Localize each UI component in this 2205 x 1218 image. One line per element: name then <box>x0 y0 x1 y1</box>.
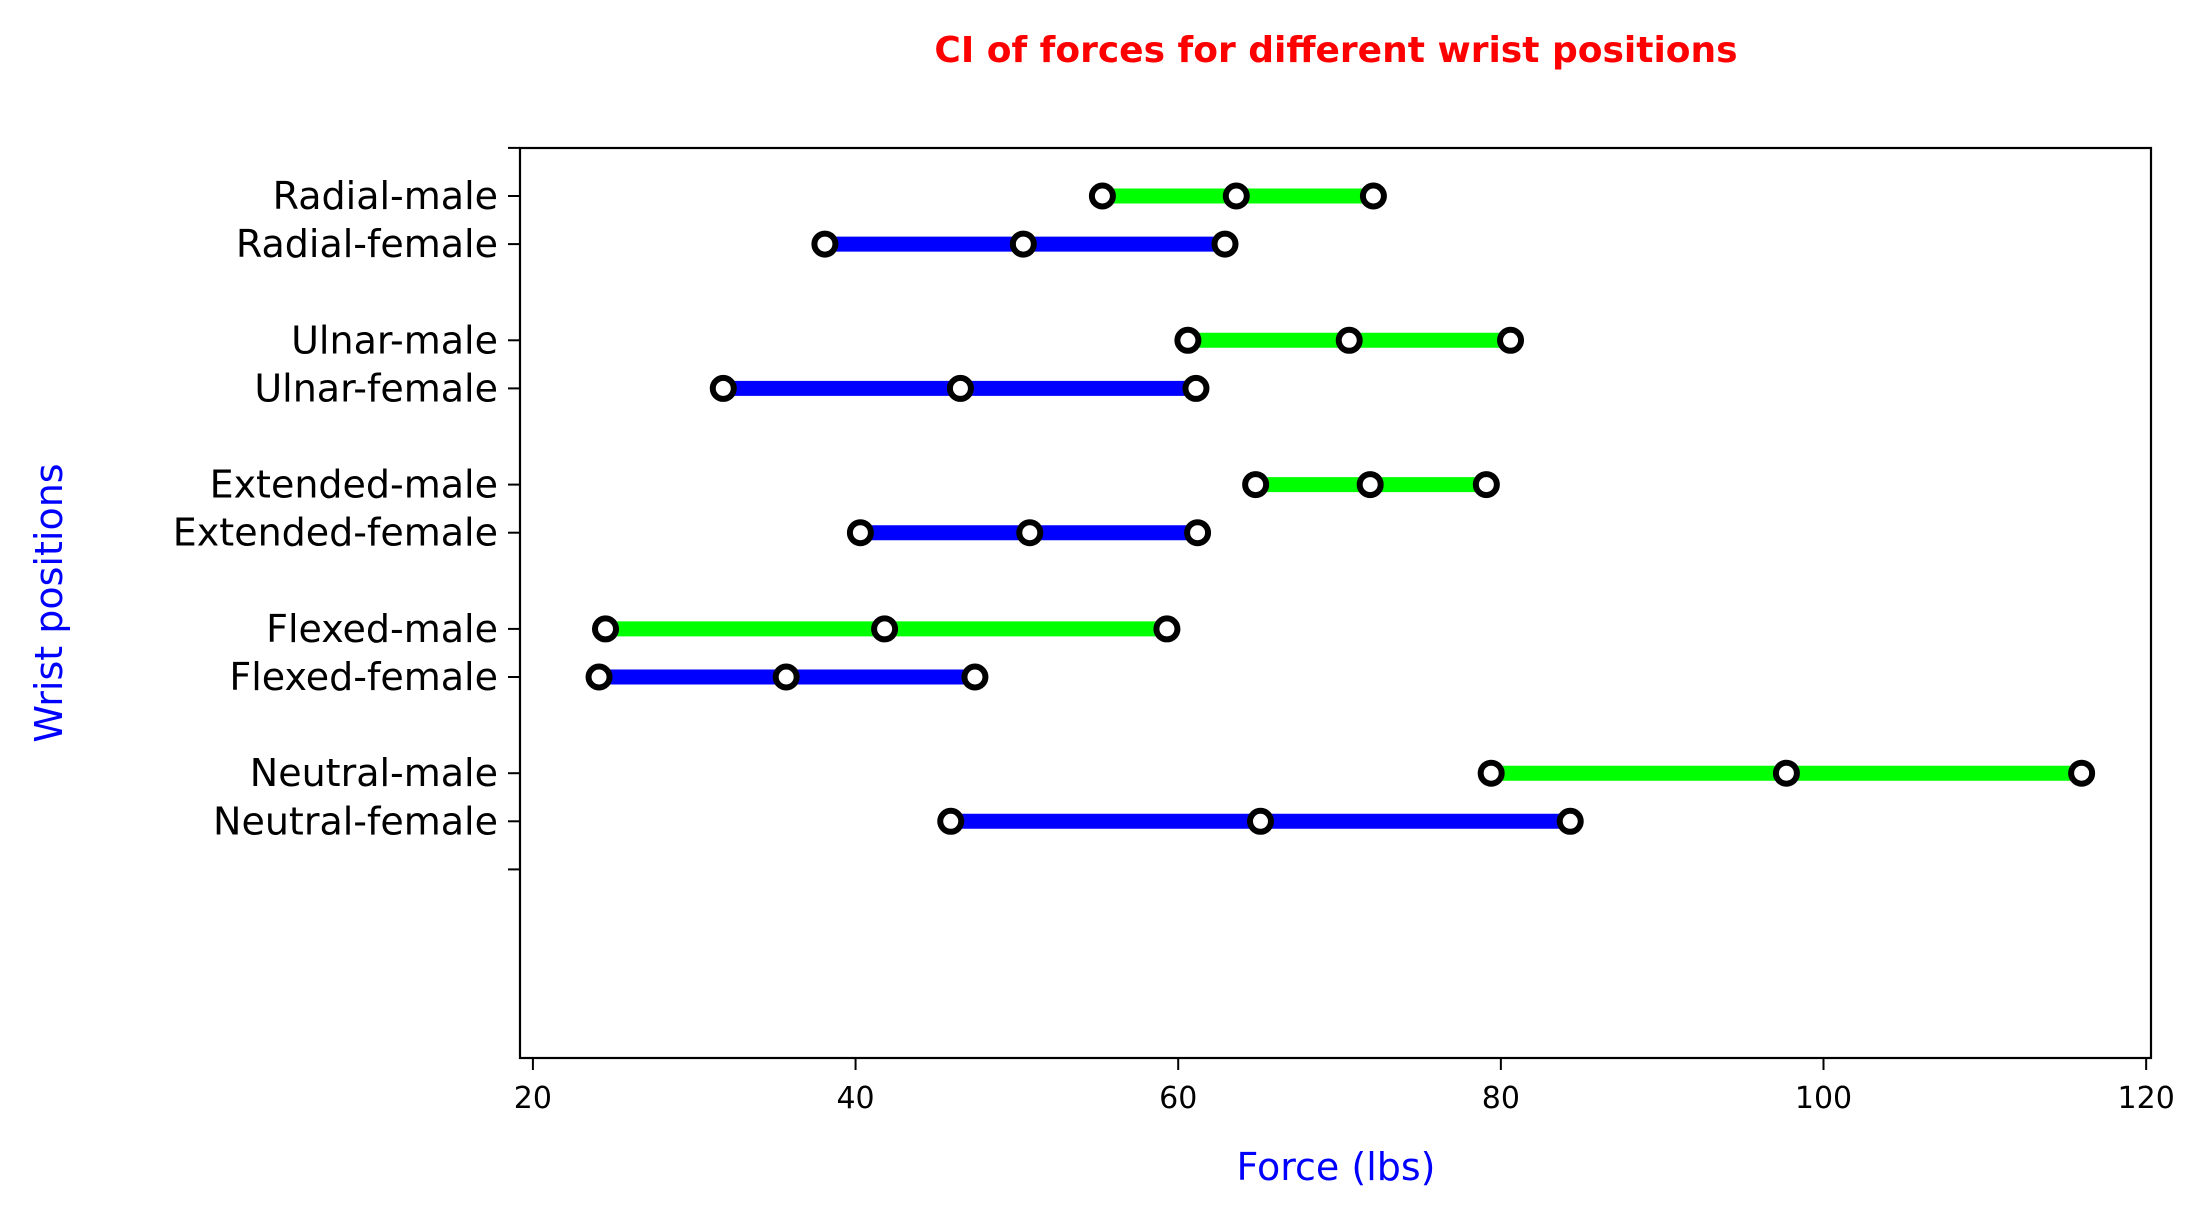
ci-point-neutral-female-mean <box>1246 807 1274 835</box>
ci-point-radial-male-low <box>1088 182 1116 210</box>
x-tick-label-40: 40 <box>836 1081 874 1116</box>
ci-point-radial-female-mean <box>1009 230 1037 258</box>
ci-point-neutral-male-mean <box>1772 759 1800 787</box>
ci-point-radial-female-low <box>811 230 839 258</box>
x-tick-label-100: 100 <box>1795 1081 1852 1116</box>
ci-point-flexed-male-low <box>592 615 620 643</box>
y-tick-label-neutral-male: Neutral-male <box>250 751 498 795</box>
x-tick-label-20: 20 <box>514 1081 552 1116</box>
ci-point-extended-female-mean <box>1016 519 1044 547</box>
x-tick-label-80: 80 <box>1482 1081 1520 1116</box>
ci-point-neutral-male-low <box>1477 759 1505 787</box>
chart-title: CI of forces for different wrist positio… <box>934 30 1737 71</box>
ci-point-flexed-female-low <box>585 663 613 691</box>
y-tick-label-radial-female: Radial-female <box>236 222 498 266</box>
x-axis-label: Force (lbs) <box>1236 1145 1435 1189</box>
ci-point-flexed-male-mean <box>871 615 899 643</box>
y-tick-label-ulnar-female: Ulnar-female <box>254 366 498 410</box>
ci-point-flexed-female-high <box>961 663 989 691</box>
ci-point-neutral-male-high <box>2068 759 2096 787</box>
x-tick-label-120: 120 <box>2118 1081 2175 1116</box>
y-tick-label-extended-female: Extended-female <box>173 511 498 555</box>
plot-frame <box>518 146 2153 1060</box>
x-tick-label-60: 60 <box>1159 1081 1197 1116</box>
ci-point-ulnar-male-high <box>1497 326 1525 354</box>
ci-point-radial-male-mean <box>1222 182 1250 210</box>
ci-point-extended-female-low <box>846 519 874 547</box>
ci-point-ulnar-female-low <box>709 374 737 402</box>
ci-point-radial-male-high <box>1359 182 1387 210</box>
ci-point-extended-female-high <box>1184 519 1212 547</box>
ci-point-extended-male-mean <box>1356 471 1384 499</box>
y-tick-label-radial-male: Radial-male <box>273 174 498 218</box>
ci-point-ulnar-male-mean <box>1335 326 1363 354</box>
y-tick-label-flexed-female: Flexed-female <box>229 655 498 699</box>
ci-point-radial-female-high <box>1211 230 1239 258</box>
ci-point-extended-male-high <box>1472 471 1500 499</box>
ci-point-ulnar-male-low <box>1174 326 1202 354</box>
y-tick-label-extended-male: Extended-male <box>210 463 498 507</box>
ci-point-flexed-male-high <box>1153 615 1181 643</box>
ci-point-ulnar-female-mean <box>946 374 974 402</box>
ci-point-ulnar-female-high <box>1182 374 1210 402</box>
ci-point-neutral-female-low <box>937 807 965 835</box>
y-axis-label: Wrist positions <box>27 463 71 742</box>
y-tick-label-ulnar-male: Ulnar-male <box>291 318 498 362</box>
ci-point-neutral-female-high <box>1556 807 1584 835</box>
y-tick-label-flexed-male: Flexed-male <box>266 607 498 651</box>
ci-point-flexed-female-mean <box>772 663 800 691</box>
y-tick-label-neutral-female: Neutral-female <box>213 799 498 843</box>
ci-point-extended-male-low <box>1242 471 1270 499</box>
